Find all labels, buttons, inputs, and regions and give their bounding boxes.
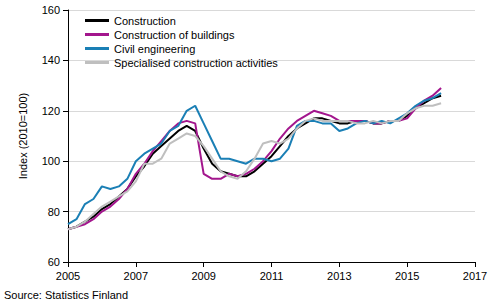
svg-text:2017: 2017	[463, 270, 487, 282]
svg-text:2011: 2011	[260, 270, 284, 282]
svg-text:Construction of buildings: Construction of buildings	[114, 29, 235, 41]
svg-text:Index (2010=100): Index (2010=100)	[17, 93, 29, 180]
svg-text:Source: Statistics Finland: Source: Statistics Finland	[4, 289, 128, 301]
svg-text:Construction: Construction	[114, 15, 176, 27]
svg-text:100: 100	[42, 155, 60, 167]
svg-text:2015: 2015	[395, 270, 419, 282]
svg-text:2013: 2013	[327, 270, 351, 282]
svg-text:2005: 2005	[56, 270, 80, 282]
svg-text:2007: 2007	[124, 270, 148, 282]
svg-text:120: 120	[42, 105, 60, 117]
svg-text:Civil engineering: Civil engineering	[114, 43, 195, 55]
svg-text:140: 140	[42, 54, 60, 66]
svg-text:60: 60	[48, 256, 60, 268]
svg-text:2009: 2009	[191, 270, 215, 282]
svg-text:Specialised construction activ: Specialised construction activities	[114, 57, 278, 69]
svg-text:160: 160	[42, 4, 60, 16]
svg-text:80: 80	[48, 206, 60, 218]
